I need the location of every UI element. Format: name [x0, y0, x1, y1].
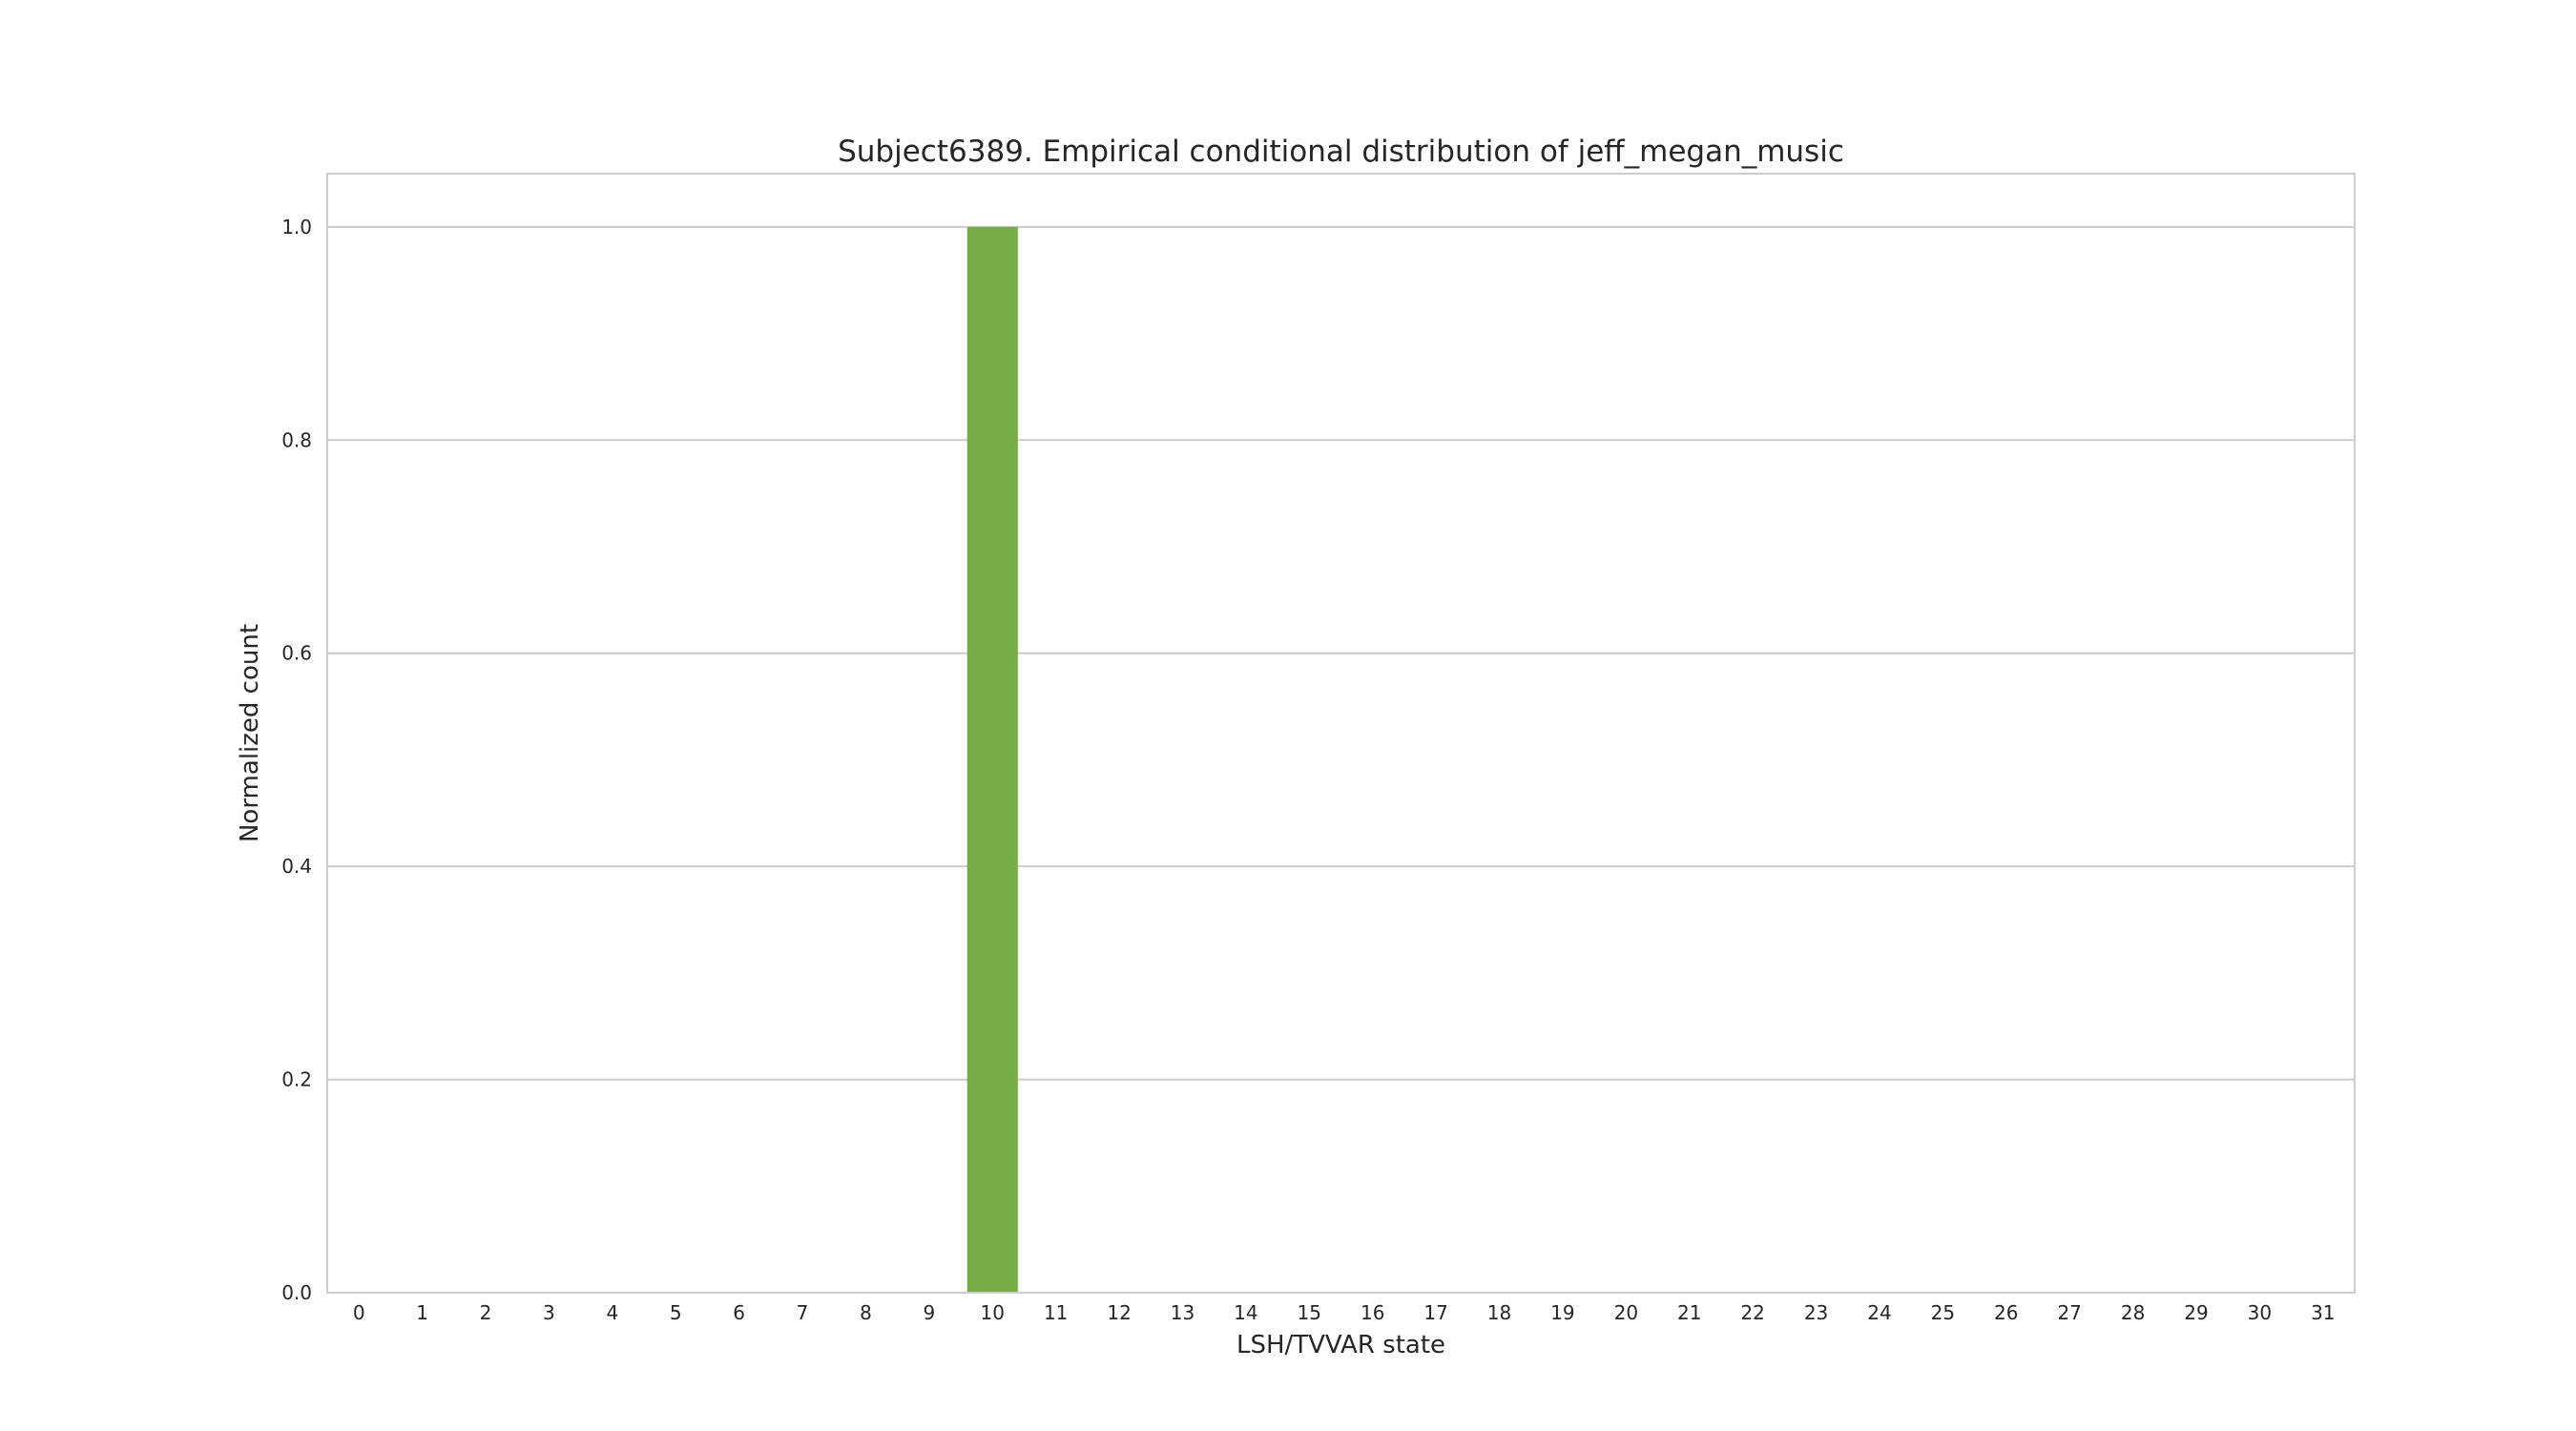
x-tick-label: 8 [860, 1301, 872, 1324]
y-tick-label: 0.0 [281, 1281, 312, 1304]
x-tick-label: 23 [1804, 1301, 1828, 1324]
x-tick-label: 13 [1171, 1301, 1195, 1324]
bars [966, 226, 1018, 1293]
y-axis-title: Normalized count [236, 624, 264, 842]
x-tick-label: 16 [1361, 1301, 1384, 1324]
x-tick-label: 18 [1487, 1301, 1511, 1324]
x-tick-label: 19 [1550, 1301, 1574, 1324]
x-tick-label: 3 [543, 1301, 555, 1324]
x-tick-label: 31 [2311, 1301, 2335, 1324]
chart-title: Subject6389. Empirical conditional distr… [838, 135, 1844, 169]
x-tick-label: 15 [1298, 1301, 1321, 1324]
x-tick-label: 27 [2057, 1301, 2081, 1324]
y-tick-label: 0.8 [281, 428, 312, 451]
x-tick-label: 21 [1677, 1301, 1701, 1324]
x-tick-label: 30 [2248, 1301, 2272, 1324]
y-gridlines [327, 225, 2355, 1294]
x-tick-label: 22 [1740, 1301, 1764, 1324]
x-tick-label: 0 [353, 1301, 365, 1324]
x-tick-label: 6 [733, 1301, 745, 1324]
x-tick-label: 29 [2184, 1301, 2208, 1324]
x-tick-label: 1 [416, 1301, 428, 1324]
x-tick-label: 17 [1423, 1301, 1447, 1324]
plot-frame [326, 173, 2356, 1294]
x-tick-label: 2 [480, 1301, 492, 1324]
y-tick-label: 0.2 [281, 1068, 312, 1091]
x-tick-label: 10 [981, 1301, 1005, 1324]
x-tick-labels: 0 1 2 3 4 5 6 7 8 9 10 11 12 13 14 15 16 17 18 19 20 21 22 23 24… [353, 1301, 2336, 1324]
y-tick-label: 1.0 [281, 216, 312, 238]
x-tick-label: 25 [1931, 1301, 1955, 1324]
y-tick-labels: 0.0 0.2 0.4 0.6 0.8 1.0 [281, 216, 312, 1304]
x-tick-label: 11 [1044, 1301, 1068, 1324]
y-tick-label: 0.4 [281, 855, 312, 878]
x-tick-label: 4 [606, 1301, 618, 1324]
x-tick-label: 12 [1107, 1301, 1131, 1324]
x-tick-label: 14 [1234, 1301, 1257, 1324]
x-tick-label: 7 [797, 1301, 809, 1324]
x-axis-title: LSH/TVVAR state [1236, 1331, 1445, 1359]
x-tick-label: 20 [1614, 1301, 1638, 1324]
x-tick-label: 5 [670, 1301, 682, 1324]
y-tick-label: 0.6 [281, 642, 312, 665]
x-tick-label: 9 [923, 1301, 935, 1324]
x-tick-label: 24 [1867, 1301, 1891, 1324]
x-tick-label: 28 [2121, 1301, 2145, 1324]
bar-10 [966, 226, 1018, 1293]
x-tick-label: 26 [1994, 1301, 2018, 1324]
